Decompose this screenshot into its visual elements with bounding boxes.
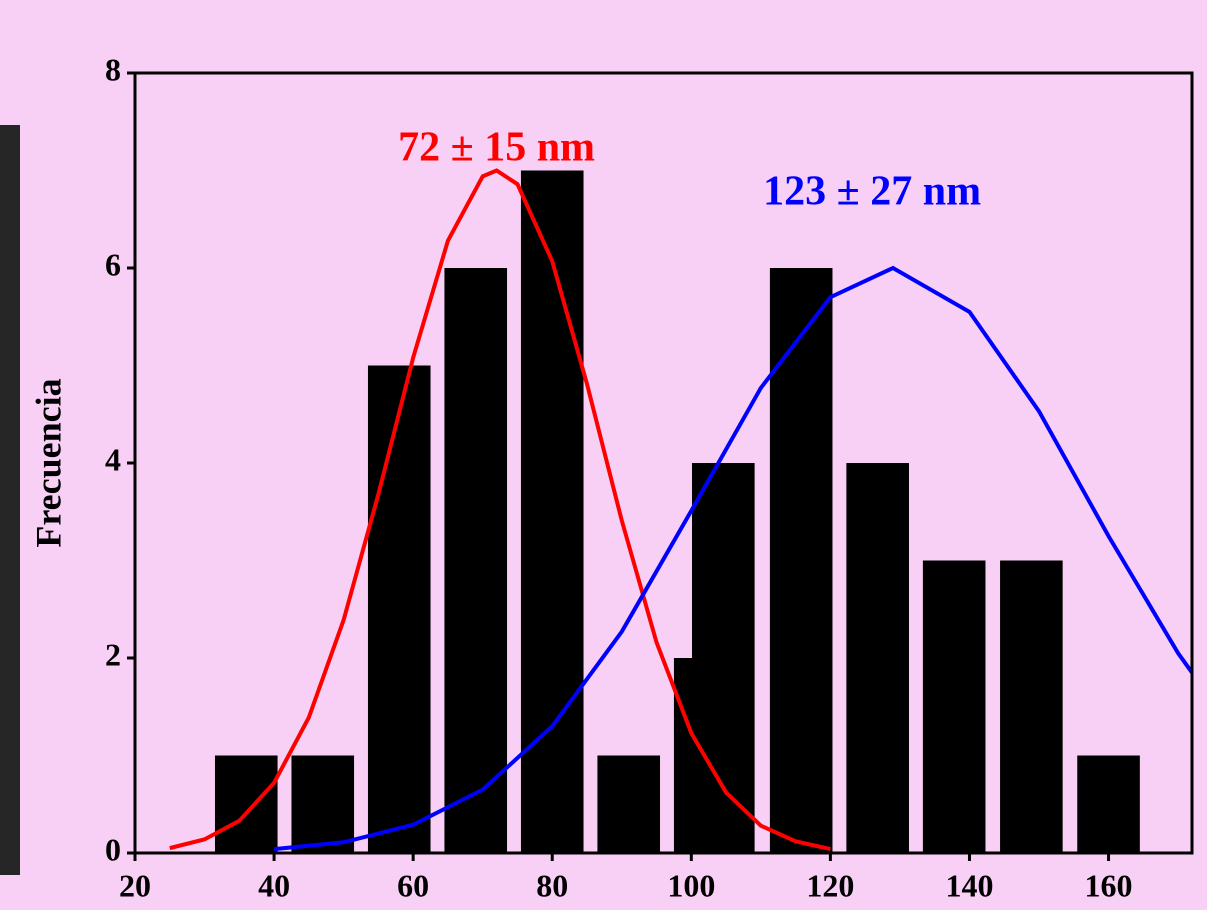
bar [367,365,431,853]
y-tick-label: 6 [105,246,121,282]
bar [922,560,986,853]
bar [291,755,355,853]
x-tick-label: 80 [536,867,568,903]
bar [1000,560,1063,853]
x-tick-label: 40 [258,867,290,903]
bar [597,755,661,853]
x-tick-label: 60 [397,867,429,903]
bar [444,268,508,853]
x-tick-label: 100 [667,867,715,903]
x-tick-label: 20 [119,867,151,903]
bar [769,268,833,853]
y-tick-label: 2 [105,636,121,672]
x-tick-label: 120 [806,867,854,903]
fit-annotation: 123 ± 27 nm [763,169,981,215]
fit-curve [273,265,1192,852]
y-tick-label: 0 [105,831,121,867]
fit-annotation: 72 ± 15 nm [398,125,595,171]
x-tick-label: 160 [1085,867,1133,903]
y-axis-label: Frecuencia [28,378,68,547]
bar [692,463,755,853]
bar [520,170,584,853]
y-tick-label: 8 [105,51,121,87]
y-tick-label: 4 [105,441,121,477]
fit-curve [169,168,831,852]
bar [214,755,278,853]
micrograph-edge [0,125,20,875]
bar [846,463,909,853]
bar [1077,755,1140,853]
x-tick-label: 140 [945,867,993,903]
